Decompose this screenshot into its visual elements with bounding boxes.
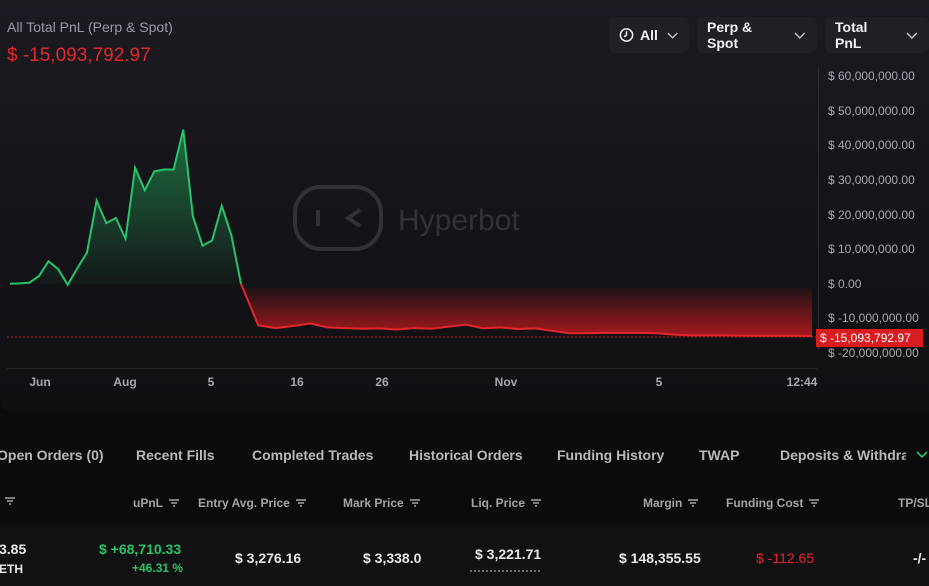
column-entry-price-label: Entry Avg. Price	[198, 496, 290, 510]
y-tick-label: $ 0.00	[828, 276, 862, 291]
x-axis-line	[7, 368, 817, 369]
x-tick-label: Jun	[29, 375, 51, 389]
area-layer	[9, 129, 813, 338]
time-range-dropdown[interactable]: All	[609, 17, 689, 53]
y-tick-label: $ 10,000,000.00	[828, 242, 915, 257]
y-tick-label: $ 40,000,000.00	[828, 138, 915, 153]
watermark: Hyperbot	[293, 185, 520, 251]
positive-series-line	[9, 129, 242, 287]
negative-area	[241, 283, 812, 337]
pnl-area-chart: Hyperbot	[7, 129, 818, 338]
x-tick-label: Aug	[113, 375, 137, 389]
current-value-tag: $ -15,093,792.97	[816, 329, 923, 347]
mark-price-value: $ 3,338.0	[363, 550, 422, 566]
bottom-tabs: Open Orders (0) Recent Fills Completed T…	[0, 440, 929, 470]
x-tick-label: 5	[207, 375, 215, 389]
sort-icon	[688, 499, 699, 507]
x-tick-label: 26	[375, 375, 389, 389]
sort-icon	[169, 499, 179, 507]
upnl-percent: +46.31 %	[132, 561, 184, 575]
tab-open-orders[interactable]: Open Orders (0)	[0, 447, 104, 463]
tpsl-value[interactable]: -/-	[913, 550, 927, 566]
market-type-dropdown[interactable]: Perp & Spot	[697, 17, 817, 53]
negative-series-line	[240, 283, 813, 338]
time-range-label: All	[639, 27, 658, 43]
column-upnl[interactable]: uPnL	[133, 496, 180, 510]
x-tick-label: 12:44	[786, 375, 818, 389]
x-tick-label: 16	[290, 375, 304, 389]
table-header: uPnL Entry Avg. Price Mark Price Liq. Pr…	[0, 486, 929, 520]
chevron-down-icon	[794, 32, 806, 39]
total-pnl-value: $ -15,093,792.97	[7, 45, 151, 66]
x-tick-label: Nov	[494, 375, 518, 389]
position-row[interactable]: 3.85 ETH $ +68,710.33 +46.31 % $ 3,276.1…	[0, 526, 929, 586]
tab-twap[interactable]: TWAP	[699, 447, 740, 463]
column-upnl-label: uPnL	[133, 496, 163, 510]
sort-icon	[531, 499, 542, 507]
column-tpsl[interactable]: TP/SL	[898, 496, 929, 510]
y-tick-label: $ -20,000,000.00	[828, 346, 919, 360]
chevron-down-icon[interactable]	[915, 447, 929, 461]
upnl-value: $ +68,710.33	[99, 541, 182, 557]
column-funding-cost[interactable]: Funding Cost	[726, 496, 820, 510]
position-size: 3.85	[0, 541, 27, 557]
hyperbot-logo-mark	[316, 208, 362, 228]
hyperbot-logo	[293, 185, 383, 251]
positive-area	[10, 129, 241, 285]
tab-recent-fills[interactable]: Recent Fills	[136, 447, 215, 463]
clock-icon	[619, 28, 634, 42]
column-liq-price[interactable]: Liq. Price	[471, 496, 542, 510]
chevron-down-icon	[667, 32, 678, 39]
y-tick-label: $ 50,000,000.00	[828, 103, 915, 118]
column-liq-price-label: Liq. Price	[471, 496, 526, 510]
funding-cost-value: $ -112.65	[756, 550, 815, 566]
column-margin-label: Margin	[643, 496, 683, 510]
y-tick-label: $ -10,000,000.00	[828, 311, 919, 326]
tab-deposits-withdraw[interactable]: Deposits & Withdraw	[780, 447, 906, 463]
y-tick-label: $ 20,000,000.00	[828, 207, 915, 222]
column-mark-price-label: Mark Price	[343, 496, 404, 510]
entry-price-value: $ 3,276.16	[235, 550, 302, 566]
watermark-text: Hyperbot	[398, 204, 520, 237]
market-type-label: Perp & Spot	[707, 19, 753, 51]
column-margin[interactable]: Margin	[643, 496, 699, 510]
y-axis-line	[818, 66, 819, 350]
metric-label: Total PnL	[835, 19, 868, 51]
tab-historical-orders[interactable]: Historical Orders	[409, 447, 523, 463]
tab-completed-trades[interactable]: Completed Trades	[252, 447, 374, 463]
sort-icon	[295, 499, 306, 507]
margin-value: $ 148,355.55	[619, 550, 701, 566]
tab-funding-history[interactable]: Funding History	[557, 447, 665, 463]
position-coin: ETH	[0, 562, 23, 576]
column-tpsl-label: TP/SL	[898, 496, 929, 510]
y-tick-label: $ 30,000,000.00	[828, 172, 915, 187]
chart-title: All Total PnL (Perp & Spot)	[7, 19, 173, 35]
y-tick-label: $ 60,000,000.00	[828, 69, 915, 83]
liq-price-value: $ 3,221.71	[475, 546, 542, 562]
column-mark-price[interactable]: Mark Price	[343, 496, 421, 510]
liq-price-underline	[470, 570, 542, 572]
sort-icon	[809, 499, 820, 507]
sort-icon	[5, 497, 15, 505]
column-funding-cost-label: Funding Cost	[726, 496, 804, 510]
x-tick-label: 5	[655, 375, 663, 389]
column-entry-price[interactable]: Entry Avg. Price	[198, 496, 307, 510]
metric-dropdown[interactable]: Total PnL	[825, 17, 929, 53]
chevron-down-icon	[906, 32, 918, 39]
sort-icon	[409, 499, 420, 507]
column-size-sort[interactable]	[0, 496, 16, 506]
